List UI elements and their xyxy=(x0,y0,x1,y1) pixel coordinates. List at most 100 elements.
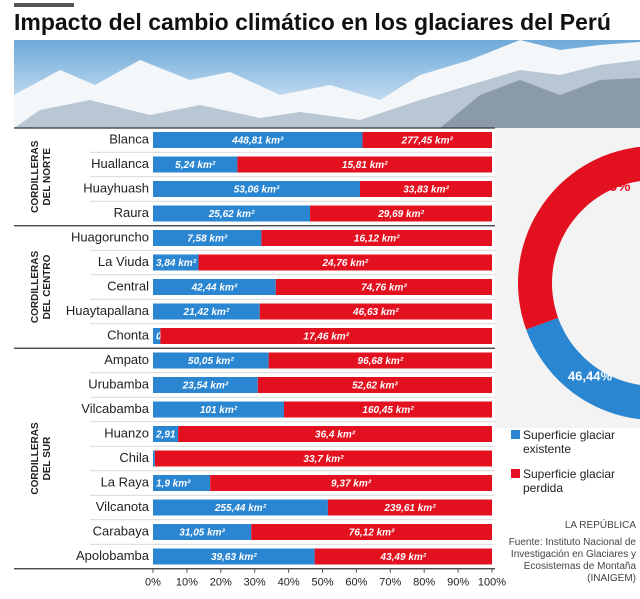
donut-slice xyxy=(518,146,640,330)
value-label: 52,62 km² xyxy=(352,381,398,392)
x-tick-label: 70% xyxy=(379,577,401,589)
value-label: 33,83 km² xyxy=(403,185,449,196)
value-label: 39,63 km² xyxy=(211,552,257,563)
group-label-line: CORDILLERAS xyxy=(30,251,41,324)
value-label: 31,05 km² xyxy=(179,528,225,539)
category-label: Huanzo xyxy=(104,425,149,440)
value-label: 36,4 km² xyxy=(315,430,356,441)
bar-segment xyxy=(153,328,161,344)
brand: LA REPÚBLICA xyxy=(564,520,636,531)
value-label: 24,76 km² xyxy=(321,258,368,269)
value-label: 29,69 km² xyxy=(377,209,424,220)
x-tick-label: 80% xyxy=(413,577,435,589)
category-label: La Raya xyxy=(101,474,150,489)
value-label: 43,49 km² xyxy=(380,552,427,563)
value-label: 255,44 km² xyxy=(214,503,267,514)
group-label: CORDILLERASDEL SUR xyxy=(30,422,53,495)
value-label: 50,05 km² xyxy=(188,356,234,367)
value-label: 17,46 km² xyxy=(303,332,349,343)
value-label: 53,06 km² xyxy=(234,185,280,196)
legend-label: Superficie glaciar perdida xyxy=(523,467,616,495)
x-tick-label: 0% xyxy=(145,577,161,589)
x-tick-label: 40% xyxy=(278,577,300,589)
banner xyxy=(14,40,640,128)
x-tick-label: 10% xyxy=(176,577,198,589)
category-label: Huaytapallana xyxy=(66,303,150,318)
category-label: Chila xyxy=(119,450,149,465)
category-label: Huagoruncho xyxy=(71,229,149,244)
value-label: 9,37 km² xyxy=(331,479,372,490)
bar-segment xyxy=(153,377,258,393)
bar-segment xyxy=(178,426,492,442)
bar-segment xyxy=(160,328,492,344)
bar-segment xyxy=(154,450,492,467)
x-tick-label: 20% xyxy=(210,577,232,589)
value-label: 239,61 km² xyxy=(383,503,436,514)
source: Fuente: Instituto Nacional de Investigac… xyxy=(508,537,636,584)
legend-item: Superficie glaciar perdida xyxy=(511,467,635,495)
bar-segment xyxy=(261,230,492,246)
bar-segment xyxy=(198,254,492,271)
bar-segment xyxy=(153,205,311,222)
category-label: Huallanca xyxy=(91,156,150,171)
value-label: 448,81 km² xyxy=(231,136,284,147)
x-tick-label: 50% xyxy=(311,577,333,589)
value-label: 160,45 km² xyxy=(362,405,414,416)
value-label: 23,54 km² xyxy=(182,381,229,392)
bar-segment xyxy=(153,426,179,442)
category-label: Vilcanota xyxy=(96,499,150,514)
bar-segment xyxy=(153,132,363,148)
bar-segment xyxy=(153,279,276,295)
value-label: 96,68 km² xyxy=(358,356,404,367)
bar-segment xyxy=(153,499,328,516)
legend-item: Superficie glaciar existente xyxy=(511,428,635,456)
bar-segment xyxy=(257,377,492,393)
value-label: 16,12 km² xyxy=(354,234,400,245)
bar-segment xyxy=(310,205,492,222)
x-tick-label: 100% xyxy=(478,577,506,589)
category-label: Ampato xyxy=(104,352,149,367)
group-label-line: DEL CENTRO xyxy=(42,254,53,319)
x-tick-label: 30% xyxy=(244,577,266,589)
x-tick-label: 60% xyxy=(345,577,367,589)
bar-segment xyxy=(268,352,492,369)
bar-segment xyxy=(153,156,238,173)
value-label: 21,42 km² xyxy=(183,307,230,318)
bar-segment xyxy=(153,524,252,540)
bar-segment xyxy=(251,524,492,540)
value-label: 3,84 km² xyxy=(156,258,197,269)
bar-segment xyxy=(153,303,260,320)
legend-label: Superficie glaciar existente xyxy=(523,428,616,456)
category-label: Chonta xyxy=(107,327,150,342)
category-label: Raura xyxy=(114,205,150,220)
bar-segment xyxy=(360,181,492,197)
bar-segment xyxy=(259,303,492,320)
value-label: 74,76 km² xyxy=(361,283,407,294)
category-label: Carabaya xyxy=(93,523,150,538)
value-label: 7,58 km² xyxy=(187,234,228,245)
value-label: 277,45 km² xyxy=(401,136,454,147)
bar-segment xyxy=(153,230,262,246)
bar-segment xyxy=(283,401,492,418)
bar-segment xyxy=(153,548,315,565)
header-rule xyxy=(14,3,74,7)
bar-segment xyxy=(362,132,492,148)
group-label: CORDILLERASDEL NORTE xyxy=(30,140,53,213)
bar-segment xyxy=(153,181,361,197)
group-label-line: DEL NORTE xyxy=(42,148,53,206)
bar-segment xyxy=(275,279,492,295)
bar-segment xyxy=(153,475,211,491)
value-label: 46,63 km² xyxy=(352,307,399,318)
bar-segment xyxy=(153,450,155,467)
value-label: 2,91 km² xyxy=(155,430,197,441)
bar-segment xyxy=(237,156,492,173)
x-tick-label: 90% xyxy=(447,577,469,589)
donut-slice xyxy=(526,317,640,420)
value-label: 33,7 km² xyxy=(303,454,344,465)
value-label: 25,62 km² xyxy=(208,209,255,220)
category-label: Apolobamba xyxy=(76,548,150,563)
title: Impacto del cambio climático en los glac… xyxy=(14,9,611,35)
group-label: CORDILLERASDEL CENTRO xyxy=(30,251,53,324)
